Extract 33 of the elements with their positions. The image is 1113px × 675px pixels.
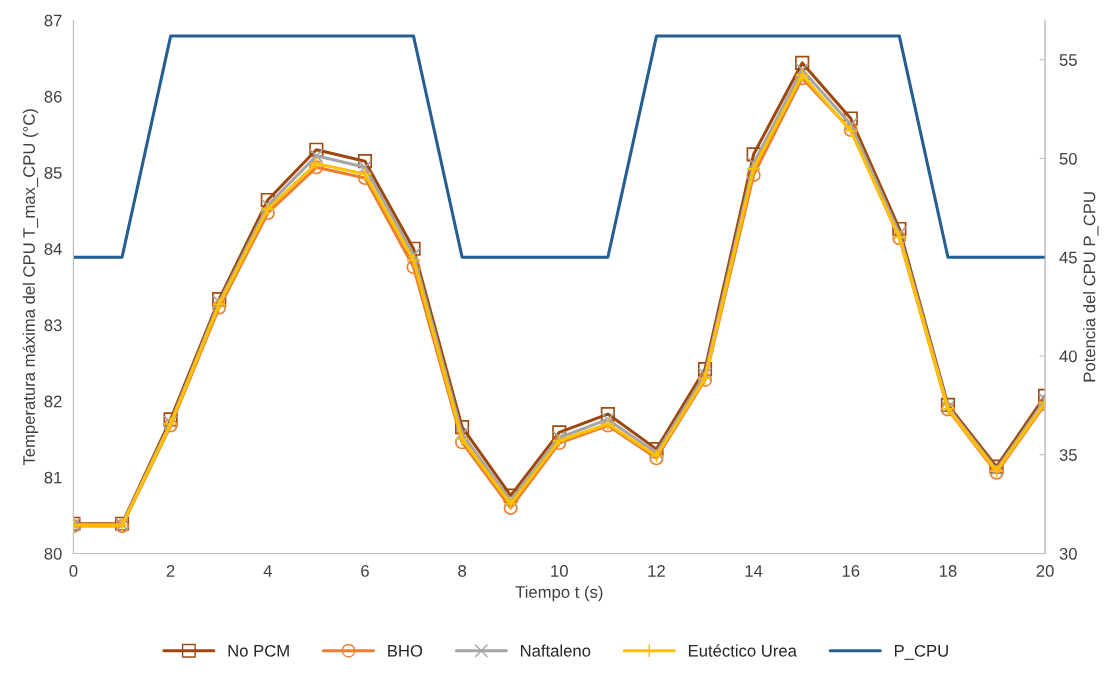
- x-tick-label: 10: [551, 565, 568, 577]
- legend-label: Eutéctico Urea: [688, 644, 797, 657]
- y-tick-label: 84: [44, 243, 62, 255]
- legend-label: Naftaleno: [520, 644, 591, 657]
- y2-axis-title: Potencia del CPU P_CPU: [1083, 192, 1099, 382]
- x-tick-label: 4: [263, 565, 272, 577]
- y-tick-label: 82: [44, 395, 62, 408]
- x-tick-label: 20: [1036, 565, 1054, 577]
- y2-tick-label: 45: [1059, 251, 1077, 264]
- y-axis-title: Temperatura máxima del CPU T_max_CPU (°C): [22, 109, 39, 466]
- x-tick-label: 16: [842, 565, 860, 577]
- y-tick-label: 81: [44, 471, 62, 484]
- x-tick-label: 8: [458, 565, 467, 577]
- x-tick-label: 12: [648, 565, 665, 577]
- x-tick-label: 18: [939, 565, 957, 577]
- x-tick-label: 0: [69, 565, 78, 577]
- y2-tick-label: 35: [1059, 449, 1077, 461]
- y-tick-label: 86: [44, 90, 62, 103]
- x-tick-label: 14: [745, 565, 763, 577]
- y2-tick-label: 50: [1059, 152, 1077, 165]
- x-tick-label: 2: [166, 565, 175, 577]
- legend-label: No PCM: [228, 644, 289, 657]
- x-axis-title: Tiempo t (s): [515, 585, 603, 602]
- legend-label: BHO: [388, 644, 423, 657]
- y2-tick-label: 40: [1059, 350, 1077, 363]
- legend-label: P_CPU: [894, 644, 948, 660]
- y-tick-label: 80: [44, 547, 62, 560]
- y-tick-label: 83: [44, 319, 62, 332]
- x-tick-label: 6: [361, 565, 369, 577]
- y-tick-label: 87: [44, 14, 62, 27]
- y2-tick-label: 30: [1059, 547, 1077, 560]
- y2-tick-label: 55: [1059, 54, 1077, 66]
- y-tick-label: 85: [44, 167, 62, 179]
